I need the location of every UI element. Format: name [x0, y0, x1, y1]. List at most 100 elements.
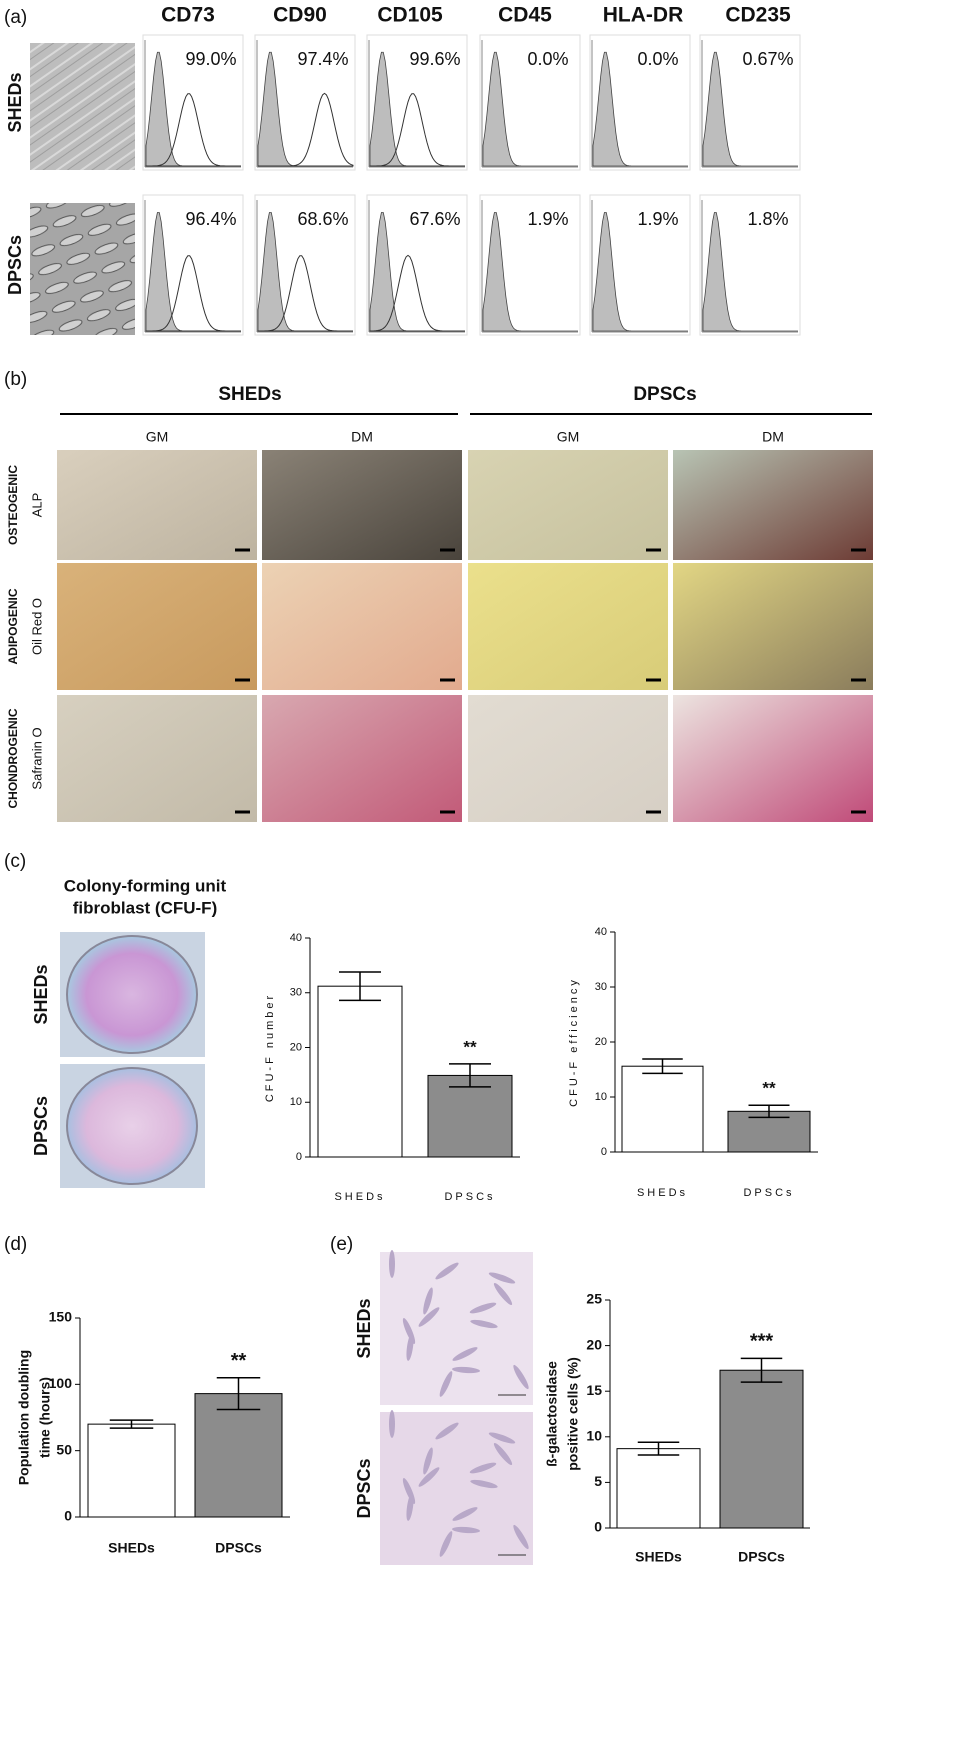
- stain-micrograph: [673, 450, 873, 560]
- marker-header: CD73: [161, 4, 215, 27]
- y-tick-label: 20: [290, 1041, 302, 1053]
- cell: [402, 1478, 416, 1504]
- significance-label: **: [231, 1350, 247, 1372]
- y-axis-label: positive cells (%): [565, 1357, 581, 1471]
- cell: [389, 1410, 395, 1438]
- cell: [470, 1479, 498, 1489]
- y-tick-label: 0: [601, 1146, 607, 1158]
- lineage-label: ADIPOGENIC: [6, 588, 20, 664]
- y-tick-label: 40: [290, 932, 302, 944]
- percent-label: 0.0%: [527, 49, 568, 69]
- histogram-frame: [142, 194, 244, 336]
- cell: [452, 1366, 480, 1374]
- marker-header: CD45: [498, 4, 552, 27]
- stain-micrograph: [673, 563, 873, 690]
- y-tick-label: 0: [64, 1508, 72, 1524]
- percent-label: 99.0%: [185, 49, 236, 69]
- isotype-histogram: [702, 212, 798, 332]
- stain-label: Oil Red O: [29, 598, 44, 655]
- cell: [423, 1447, 433, 1475]
- plate-well: [66, 1067, 198, 1185]
- histogram-frame: [479, 194, 581, 336]
- stain-micrograph: [262, 450, 462, 560]
- x-tick-label: DPSCs: [444, 1191, 495, 1203]
- y-axis-label: CFU-F number: [264, 993, 276, 1102]
- panel-title: fibroblast (CFU-F): [73, 898, 217, 917]
- percent-label: 0.67%: [742, 49, 793, 69]
- histogram-frame: [254, 34, 356, 171]
- row-label: DPSCs: [31, 1096, 51, 1156]
- marker-histogram: [369, 93, 465, 167]
- marker-header: CD105: [377, 4, 443, 27]
- y-tick-label: 15: [586, 1382, 602, 1398]
- senescence-micrograph: [380, 1412, 533, 1565]
- bar: [194, 1393, 283, 1518]
- cell: [452, 1347, 478, 1361]
- cell: [513, 1524, 529, 1550]
- isotype-histogram: [257, 51, 353, 167]
- stain-micrograph: [57, 563, 257, 690]
- stain-micrograph: [673, 695, 873, 822]
- stain-micrograph: [57, 695, 257, 822]
- content: CD73 CD90 CD105 CD45 HLA-DR CD235 SHEDs 99.0% 97…: [5, 4, 873, 1565]
- stain-micrograph: [57, 450, 257, 560]
- bar: [427, 1074, 513, 1158]
- histogram-frame: [699, 194, 801, 336]
- histogram-frame: [589, 34, 691, 171]
- group-header: SHEDs: [218, 384, 281, 405]
- cell: [493, 1442, 513, 1466]
- micrograph: [30, 203, 135, 335]
- y-axis-label: time (hours): [37, 1377, 53, 1458]
- isotype-histogram: [145, 51, 241, 167]
- medium-label: DM: [762, 429, 784, 445]
- cell: [452, 1507, 478, 1521]
- senescence-micrograph: [380, 1252, 533, 1405]
- bar: [87, 1423, 176, 1518]
- isotype-histogram: [482, 51, 578, 167]
- histogram-frame: [479, 34, 581, 171]
- y-tick-label: 150: [49, 1309, 73, 1325]
- percent-label: 96.4%: [185, 209, 236, 229]
- marker-histogram: [369, 254, 465, 332]
- lineage-label: OSTEOGENIC: [6, 465, 20, 545]
- panel-label: (b): [4, 369, 27, 390]
- panel-label: (a): [4, 7, 27, 28]
- marker-header: HLA-DR: [603, 4, 683, 27]
- isotype-histogram: [702, 51, 798, 167]
- percent-label: 0.0%: [637, 49, 678, 69]
- x-tick-label: DPSCs: [743, 1187, 794, 1199]
- marker-header: CD235: [725, 4, 791, 27]
- isotype-histogram: [482, 212, 578, 332]
- cell: [470, 1319, 498, 1329]
- histogram-frame: [142, 34, 244, 171]
- histogram-frame: [589, 194, 691, 336]
- row-label: SHEDs: [354, 1298, 374, 1358]
- significance-label: ***: [750, 1331, 774, 1353]
- marker-histogram: [258, 92, 354, 167]
- x-tick-label: SHEDs: [635, 1549, 682, 1565]
- plate-well: [66, 935, 198, 1054]
- cell: [435, 1262, 459, 1280]
- cell: [452, 1526, 480, 1534]
- y-tick-label: 20: [586, 1336, 602, 1352]
- y-tick-label: 40: [595, 926, 607, 938]
- isotype-histogram: [369, 51, 465, 167]
- row-label: DPSCs: [5, 235, 25, 295]
- histogram-frame: [366, 34, 468, 171]
- micrograph: [30, 43, 135, 170]
- stain-micrograph: [468, 695, 668, 822]
- x-tick-label: DPSCs: [215, 1540, 262, 1556]
- row-label: SHEDs: [5, 72, 25, 132]
- bar: [719, 1369, 804, 1529]
- stain-micrograph: [262, 695, 462, 822]
- x-tick-label: SHEDs: [334, 1191, 385, 1203]
- panel-title: Colony-forming unit: [64, 876, 227, 895]
- significance-label: **: [463, 1037, 477, 1056]
- y-axis-label: Population doubling: [16, 1350, 32, 1485]
- x-tick-label: SHEDs: [637, 1187, 688, 1199]
- stain-micrograph: [468, 563, 668, 690]
- cell: [418, 1467, 440, 1487]
- percent-label: 68.6%: [297, 209, 348, 229]
- isotype-histogram: [592, 51, 688, 167]
- y-tick-label: 0: [594, 1519, 602, 1535]
